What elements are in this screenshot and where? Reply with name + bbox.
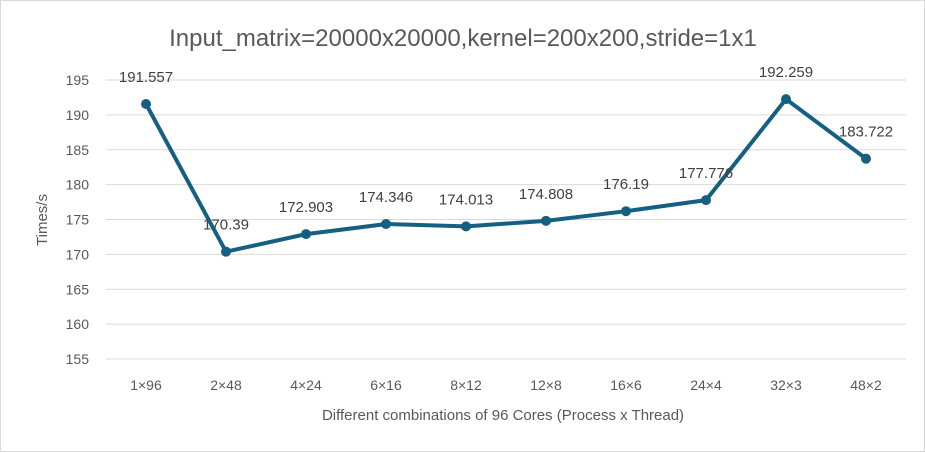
data-point [861,153,871,164]
x-axis-ticks: 1×96 2×48 4×24 6×16 8×12 12×8 16×6 24×4 32×3 48×2 [130,377,882,393]
data-point [301,229,311,240]
gridlines [106,79,906,360]
y-tick-label: 190 [66,107,90,123]
x-tick-label: 4×24 [290,377,322,393]
y-tick-label: 165 [66,281,90,297]
x-tick-label: 48×2 [850,377,882,393]
data-point [541,215,551,226]
y-tick-label: 185 [66,142,90,158]
data-label: 174.013 [439,191,493,208]
data-label: 174.346 [359,189,413,206]
data-label: 177.776 [679,165,733,182]
x-tick-label: 1×96 [130,377,162,393]
x-tick-label: 6×16 [370,377,402,393]
data-point [701,195,711,206]
y-tick-label: 180 [66,177,90,193]
data-label: 176.19 [603,176,649,193]
x-tick-label: 32×3 [770,377,802,393]
y-tick-label: 195 [66,72,90,88]
y-tick-label: 175 [66,212,90,228]
x-tick-label: 8×12 [450,377,482,393]
series-line [144,97,868,254]
data-label: 192.259 [759,64,813,81]
chart-title: Input_matrix=20000x20000,kernel=200x200,… [169,25,757,52]
y-axis-ticks: 155 160 165 170 175 180 185 190 195 [66,72,90,367]
data-point [381,219,391,230]
data-label: 174.808 [519,186,573,203]
data-label: 183.722 [839,124,893,141]
y-tick-label: 160 [66,316,90,332]
data-labels: 191.557 170.39 172.903 174.346 174.013 174.80… [119,64,893,234]
data-label: 191.557 [119,69,173,86]
x-tick-label: 16×6 [610,377,642,393]
data-point [461,221,471,232]
data-point [621,206,631,217]
x-tick-label: 24×4 [690,377,722,393]
series [141,94,871,257]
data-point [221,246,231,257]
data-label: 170.39 [203,217,249,234]
y-tick-label: 155 [66,351,90,367]
x-tick-label: 12×8 [530,377,562,393]
data-label: 172.903 [279,199,333,216]
y-tick-label: 170 [66,246,90,262]
x-tick-label: 2×48 [210,377,242,393]
x-axis-title: Different combinations of 96 Cores (Proc… [322,407,684,424]
data-point [141,99,151,110]
data-point [781,94,791,105]
y-axis-title: Times/s [34,194,51,246]
